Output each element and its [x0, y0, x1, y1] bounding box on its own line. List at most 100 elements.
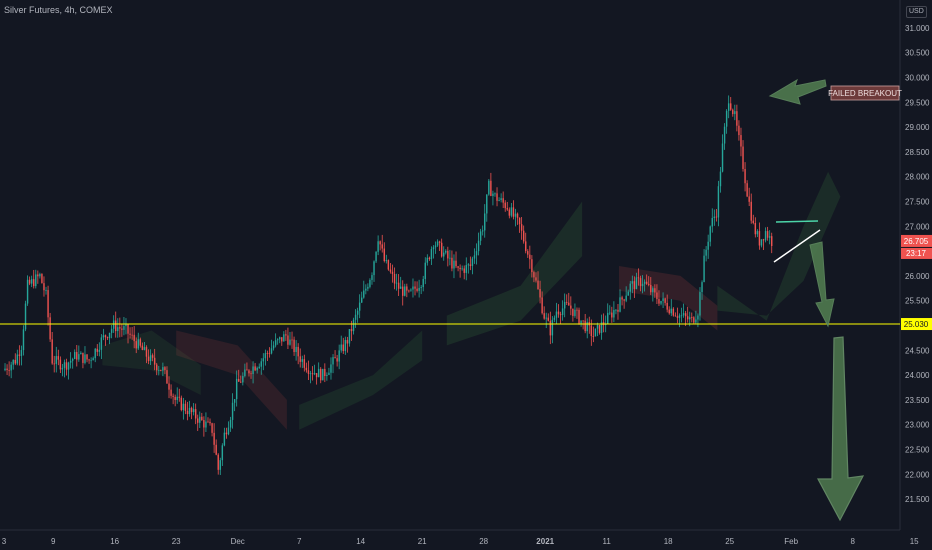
candle-body — [711, 217, 713, 227]
candle-body — [217, 454, 219, 470]
y-tick-label: 28.000 — [905, 173, 930, 182]
candle-body — [494, 193, 496, 195]
candle-body — [574, 309, 576, 316]
candle-body — [572, 308, 574, 316]
candle-body — [479, 231, 482, 241]
candle-body — [666, 302, 668, 310]
candle-body — [732, 109, 734, 115]
candle-body — [4, 368, 6, 371]
candle-body — [725, 110, 728, 127]
candle-body — [463, 268, 465, 273]
candle-body — [180, 397, 183, 411]
candle-body — [285, 334, 287, 336]
candle-body — [627, 291, 629, 296]
candle-body — [549, 320, 552, 336]
candle-body — [117, 327, 119, 332]
candle-body — [69, 360, 72, 363]
candle-body — [727, 103, 730, 111]
candle-body — [65, 362, 68, 370]
candle-body — [406, 286, 408, 291]
candle-body — [262, 358, 265, 362]
candle-body — [35, 274, 37, 287]
candle-body — [547, 317, 549, 321]
candle-body — [164, 367, 166, 371]
ichimoku-cloud — [446, 201, 583, 346]
candle-body — [510, 207, 513, 216]
candle-body — [301, 359, 303, 362]
candle-body — [24, 303, 27, 330]
candle-body — [457, 266, 459, 268]
currency-button[interactable]: USD — [906, 6, 927, 18]
candle-body — [570, 305, 572, 309]
candle-body — [756, 231, 759, 235]
candle-body — [135, 341, 137, 349]
candle-body — [250, 373, 252, 375]
candle-body — [738, 125, 740, 136]
candle-body — [383, 248, 385, 262]
candle-body — [498, 200, 500, 201]
last-price-tag — [901, 234, 932, 247]
candle-body — [299, 356, 301, 362]
y-tick-label: 23.000 — [905, 421, 930, 430]
candle-body — [496, 193, 498, 201]
candle-body — [358, 302, 361, 311]
candle-body — [707, 241, 709, 250]
x-tick-label: 9 — [51, 537, 56, 546]
candle-body — [484, 213, 486, 231]
candle-body — [504, 202, 506, 209]
candle-body — [88, 359, 90, 361]
countdown-tag — [901, 247, 932, 259]
candle-body — [408, 290, 410, 292]
candle-body — [30, 279, 33, 284]
candle-body — [326, 374, 328, 377]
candle-body — [76, 352, 78, 360]
candle-body — [672, 308, 675, 316]
candle-body — [537, 280, 539, 290]
candle-body — [713, 216, 716, 218]
candle-body — [568, 302, 570, 306]
candle-body — [719, 171, 722, 187]
candle-body — [500, 198, 502, 201]
candle-body — [324, 368, 326, 377]
candle-body — [283, 334, 285, 342]
candle-body — [682, 313, 685, 316]
candle-body — [158, 369, 160, 371]
candle-body — [287, 335, 289, 345]
candle-body — [8, 370, 10, 371]
candle-body — [533, 272, 535, 278]
candle-body — [330, 364, 332, 373]
candle-body — [203, 420, 205, 428]
x-tick-label: 3 — [2, 537, 7, 546]
candle-body — [356, 310, 359, 315]
y-tick-label: 31.000 — [905, 24, 930, 33]
candle-body — [26, 279, 29, 304]
ichimoku-cloud — [102, 330, 201, 395]
candle-body — [703, 255, 705, 283]
candle-body — [39, 274, 41, 277]
candle-body — [235, 378, 238, 400]
y-tick-label: 27.000 — [905, 222, 930, 231]
candle-body — [336, 358, 338, 362]
candle-body — [449, 257, 451, 259]
candle-body — [477, 240, 480, 252]
candle-body — [110, 328, 113, 333]
candle-body — [566, 301, 568, 303]
candle-body — [289, 339, 291, 345]
x-tick-label: 2021 — [536, 537, 554, 546]
candle-body — [699, 292, 701, 316]
candle-body — [598, 325, 601, 333]
countdown-label: 23:17 — [906, 249, 927, 258]
candle-body — [709, 226, 711, 242]
candle-body — [600, 322, 603, 333]
candle-body — [467, 264, 470, 266]
candle-body — [14, 359, 16, 364]
ichimoku-cloud — [176, 330, 287, 430]
candle-body — [303, 359, 306, 368]
candle-body — [680, 315, 683, 317]
candle-body — [455, 260, 457, 267]
y-tick-label: 30.000 — [905, 74, 930, 83]
x-tick-label: 25 — [725, 537, 734, 546]
candle-body — [268, 353, 271, 355]
candle-body — [742, 146, 744, 169]
